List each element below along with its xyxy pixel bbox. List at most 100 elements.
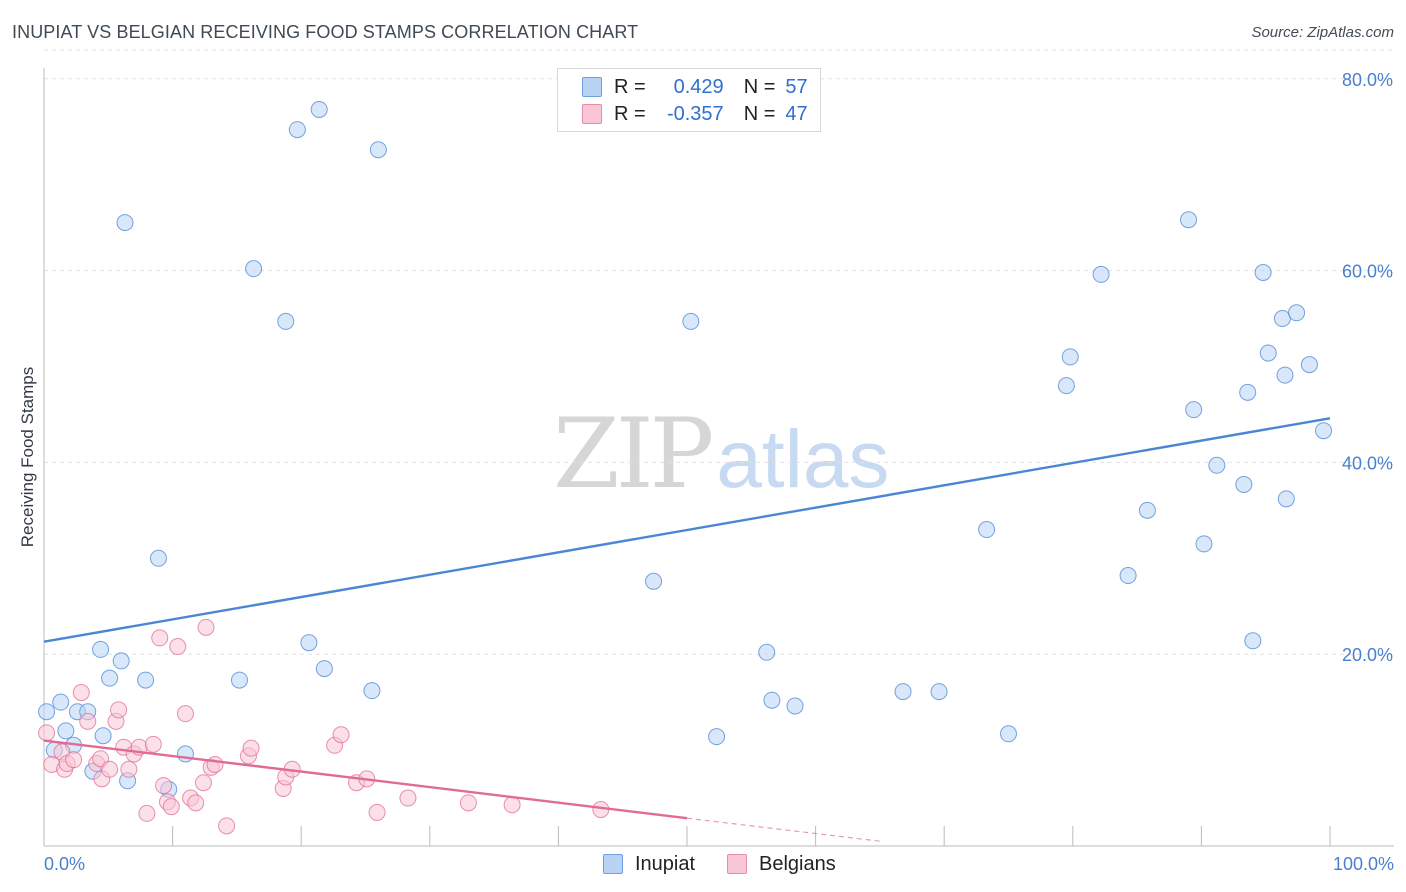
point-inupiat: [315, 660, 333, 678]
point-inupiat: [1273, 310, 1291, 328]
legend-row-inupiat: R = 0.429 N = 57: [582, 75, 808, 99]
legend-row-belgians: R = -0.357 N = 47: [582, 102, 808, 126]
point-belgians: [206, 755, 224, 773]
legend-item-belgians: Belgians: [727, 852, 836, 876]
x-tick-label-min: 0.0%: [44, 854, 85, 874]
y-tick-label: 40.0%: [1342, 453, 1393, 473]
point-inupiat: [763, 691, 781, 709]
point-inupiat: [1259, 344, 1277, 362]
legend-label-belgians: Belgians: [759, 852, 836, 875]
point-inupiat: [1138, 501, 1156, 519]
point-belgians: [138, 804, 156, 822]
trend-lines: [43, 417, 1331, 842]
legend-n-value: 57: [785, 75, 808, 98]
point-inupiat: [369, 141, 387, 159]
point-inupiat: [245, 260, 263, 278]
y-tick-label: 60.0%: [1342, 262, 1393, 282]
point-inupiat: [1195, 535, 1213, 553]
point-belgians: [194, 774, 212, 792]
y-tick-labels: 20.0% 40.0% 60.0% 80.0%: [1342, 70, 1393, 665]
point-belgians: [38, 724, 56, 742]
legend-r-value: -0.357: [666, 102, 724, 125]
point-inupiat: [1276, 366, 1294, 384]
point-belgians: [65, 751, 83, 769]
legend-swatch-inupiat: [582, 77, 602, 97]
point-belgians: [218, 817, 236, 835]
point-belgians: [503, 796, 521, 814]
point-inupiat: [1208, 456, 1226, 474]
point-inupiat: [94, 727, 112, 745]
trendline-belgians: [43, 739, 688, 820]
legend-n-value: 47: [785, 102, 808, 125]
point-inupiat: [708, 728, 726, 746]
legend-r-value: 0.429: [673, 75, 724, 98]
point-belgians: [72, 684, 90, 702]
legend-swatch-inupiat: [603, 854, 623, 874]
point-belgians: [144, 735, 162, 753]
point-inupiat: [288, 121, 306, 139]
legend-n-label: N =: [743, 102, 776, 125]
gridlines: [44, 49, 1394, 655]
watermark: ZIPatlas: [553, 398, 889, 510]
point-inupiat: [1300, 356, 1318, 374]
point-belgians: [187, 794, 205, 812]
legend-r-label: R =: [614, 75, 646, 98]
watermark-atlas: atlas: [716, 414, 890, 505]
point-inupiat: [1092, 265, 1110, 283]
point-inupiat: [176, 745, 194, 763]
point-inupiat: [1185, 401, 1203, 419]
point-inupiat: [682, 312, 700, 330]
point-inupiat: [1180, 211, 1198, 229]
legend-n-label: N =: [743, 75, 776, 98]
point-belgians: [242, 739, 260, 757]
x-tick-label-max: 100.0%: [1333, 854, 1394, 874]
legend-swatch-belgians: [582, 104, 602, 124]
point-inupiat: [894, 683, 912, 701]
point-belgians: [79, 712, 97, 730]
point-belgians: [176, 705, 194, 723]
legend-item-inupiat: Inupiat: [603, 852, 695, 876]
point-belgians: [169, 638, 187, 656]
point-belgians: [197, 618, 215, 636]
point-belgians: [120, 760, 138, 778]
legend-swatch-belgians: [727, 854, 747, 874]
point-inupiat: [978, 521, 996, 539]
point-belgians: [155, 777, 173, 795]
point-inupiat: [1277, 490, 1295, 508]
point-inupiat: [1057, 377, 1075, 395]
point-inupiat: [112, 652, 130, 670]
point-inupiat: [758, 643, 776, 661]
point-inupiat: [1119, 567, 1137, 585]
point-inupiat: [149, 549, 167, 567]
y-tick-label: 20.0%: [1342, 645, 1393, 665]
point-inupiat: [363, 682, 381, 700]
point-inupiat: [1254, 263, 1272, 281]
chart-title: INUPIAT VS BELGIAN RECEIVING FOOD STAMPS…: [12, 22, 639, 42]
stats-legend: R = 0.429 N = 57 R = -0.357 N = 47: [557, 68, 821, 132]
point-inupiat: [52, 693, 70, 711]
point-inupiat: [1288, 304, 1306, 322]
point-belgians: [368, 803, 386, 821]
point-inupiat: [57, 722, 75, 740]
point-inupiat: [277, 312, 295, 330]
point-inupiat: [645, 572, 663, 590]
source-credit: Source: ZipAtlas.com: [1251, 24, 1394, 41]
y-axis-label: Receiving Food Stamps: [18, 367, 37, 547]
point-belgians: [101, 760, 119, 778]
point-inupiat: [38, 703, 56, 721]
point-inupiat: [1239, 383, 1257, 401]
series-belgians: [38, 618, 610, 835]
point-inupiat: [1244, 632, 1262, 650]
point-inupiat: [1315, 422, 1333, 440]
point-inupiat: [1235, 475, 1253, 493]
x-ticks: [43, 826, 1331, 846]
point-inupiat: [137, 671, 155, 689]
point-inupiat: [1000, 725, 1017, 743]
point-inupiat: [786, 697, 804, 715]
point-belgians: [151, 629, 169, 647]
watermark-zip: ZIP: [553, 398, 714, 510]
point-inupiat: [1061, 348, 1079, 366]
trendline-belgians-extension: [686, 817, 880, 842]
point-inupiat: [230, 671, 248, 689]
